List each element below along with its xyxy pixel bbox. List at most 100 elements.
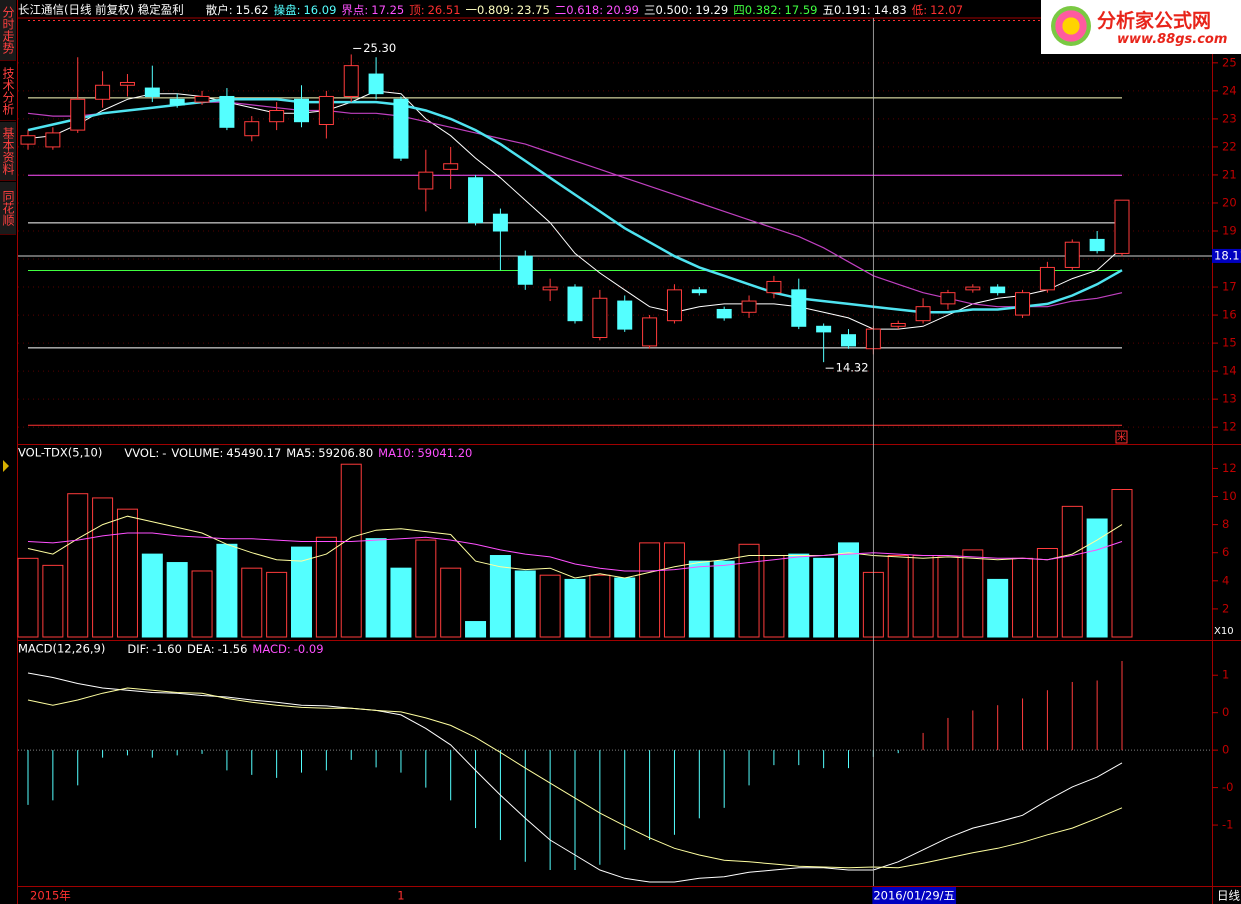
volume-bar xyxy=(962,549,984,638)
readout: 操盘: 16.09 xyxy=(274,3,337,17)
readout: MA5: 59206.80 xyxy=(286,446,373,460)
candle-body xyxy=(617,300,633,330)
volume-bar xyxy=(465,621,487,638)
readout-value: 16.09 xyxy=(303,3,336,17)
readout-label: 低: xyxy=(912,3,927,17)
volume-bar xyxy=(241,567,263,638)
candle-body xyxy=(119,81,135,86)
volume-bar xyxy=(1061,505,1083,638)
y-tick-label: 21 xyxy=(1222,167,1237,181)
y-tick-label: 22 xyxy=(1222,139,1237,153)
annotation-label: 14.32 xyxy=(836,361,869,375)
candle-body xyxy=(567,286,583,322)
y-tick-label: 1 xyxy=(1222,668,1229,682)
readout-value: -0.09 xyxy=(294,642,324,656)
volume-bar xyxy=(141,553,163,638)
candle-body xyxy=(542,286,558,291)
y-tick-label: 0 xyxy=(1222,705,1229,719)
volume-bar xyxy=(340,463,362,638)
candle-body xyxy=(95,84,111,100)
volume-bar xyxy=(116,508,138,638)
candle-body xyxy=(468,177,484,224)
volume-bar xyxy=(266,571,288,638)
candle-body xyxy=(492,213,508,232)
candle-body xyxy=(592,297,608,338)
candle-body xyxy=(915,306,931,322)
sidebar-tab[interactable]: 分时走势 xyxy=(0,0,16,61)
indicator-line xyxy=(27,98,1123,314)
readout: VVOL: - xyxy=(124,446,166,460)
readout: 四0.382: 17.59 xyxy=(733,3,817,17)
readout-label: 二0.618: xyxy=(555,3,603,17)
candle-body xyxy=(816,325,832,333)
readout-value: 59041.20 xyxy=(417,446,472,460)
candle-body xyxy=(965,286,981,291)
readout-value: 23.75 xyxy=(517,3,550,17)
volume-bar xyxy=(713,560,735,638)
logo: 分析家公式网 www.88gs.com xyxy=(1041,0,1241,54)
readout-label: 一0.809: xyxy=(466,3,514,17)
readout: 界点: 17.25 xyxy=(341,3,404,17)
y-tick-label: 25 xyxy=(1222,55,1237,69)
y-tick-label: 12 xyxy=(1222,420,1237,434)
volume-bar xyxy=(663,542,685,638)
readout-label: 操盘: xyxy=(274,3,301,17)
readout: 顶: 26.51 xyxy=(409,3,460,17)
readout: 低: 12.07 xyxy=(912,3,963,17)
readout-value: 17.25 xyxy=(371,3,404,17)
volume-bar xyxy=(1036,548,1058,638)
candle-body xyxy=(443,163,459,170)
readout-label: 顶: xyxy=(409,3,424,17)
volume-bar xyxy=(813,557,835,638)
candle-body xyxy=(70,98,86,131)
panel-frame xyxy=(17,0,1241,904)
candle-body xyxy=(244,121,260,137)
sidebar-tab[interactable]: 基本资料 xyxy=(0,122,16,181)
y-tick-label: 13 xyxy=(1222,392,1237,406)
volume-bar xyxy=(887,555,909,638)
volume-bar xyxy=(92,497,114,638)
volume-bar xyxy=(440,567,462,638)
readout-value: -1.56 xyxy=(218,642,248,656)
readout-value: 15.62 xyxy=(236,3,269,17)
x-tick-label: 2015年 xyxy=(30,889,71,903)
sidebar-tab[interactable]: 同花顺 xyxy=(0,182,16,235)
sidebar-arrow xyxy=(3,460,9,472)
icon-text: 米 xyxy=(1117,431,1126,443)
readout-label: 四0.382: xyxy=(733,3,781,17)
volume-bar xyxy=(1012,557,1034,638)
readout: 三0.500: 19.29 xyxy=(644,3,728,17)
volume-bar xyxy=(390,567,412,638)
volume-bar xyxy=(987,578,1009,638)
price-marker-box xyxy=(1212,248,1241,263)
candle-body xyxy=(1114,199,1130,254)
candle-body xyxy=(791,289,807,327)
readout: DIF: -1.60 xyxy=(127,642,182,656)
candle-body xyxy=(144,87,160,97)
volume-bar xyxy=(788,553,810,638)
volume-bar xyxy=(564,578,586,638)
candle-body xyxy=(393,98,409,159)
candle-body xyxy=(1089,238,1105,252)
x-tick-label: 1 xyxy=(397,889,404,903)
cursor-label-box xyxy=(872,887,957,904)
logo-name: 分析家公式网 xyxy=(1097,10,1212,32)
volume-bar xyxy=(365,538,387,638)
y-tick-label: 23 xyxy=(1222,111,1237,125)
volume-bar xyxy=(1111,489,1133,638)
readout-label: DEA: xyxy=(187,642,215,656)
candle-body xyxy=(418,171,434,190)
sidebar-tab[interactable]: 技术分析 xyxy=(0,62,16,121)
readout-label: MA10: xyxy=(378,446,414,460)
y-tick-label: 14 xyxy=(1222,364,1237,378)
readout-label: 五0.191: xyxy=(822,3,870,17)
readout-label: VOLUME: xyxy=(171,446,223,460)
readout: 二0.618: 20.99 xyxy=(555,3,639,17)
y-tick-label: 15 xyxy=(1222,336,1237,350)
y-tick-label: 4 xyxy=(1222,573,1229,587)
indicator-line xyxy=(27,515,1123,579)
readout-value: 45490.17 xyxy=(226,446,281,460)
